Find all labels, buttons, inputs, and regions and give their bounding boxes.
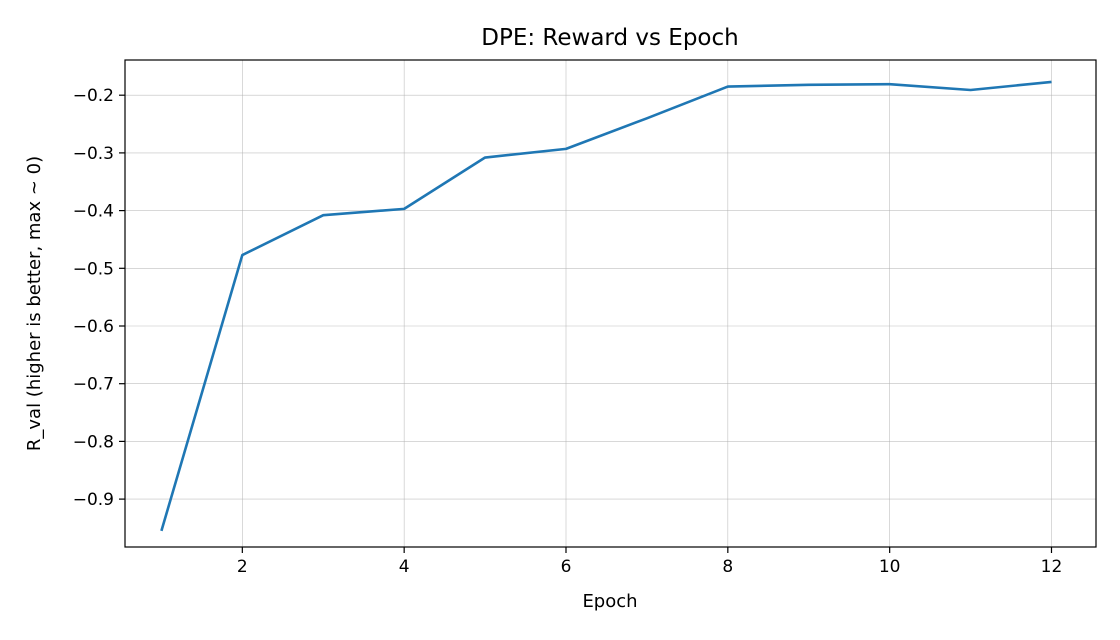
x-tick-label: 4 [399, 557, 410, 577]
x-tick-label: 8 [722, 557, 733, 577]
y-tick-label: −0.4 [73, 202, 114, 222]
plot-frame [124, 59, 1097, 548]
x-tick-label: 10 [879, 557, 901, 577]
chart-title: DPE: Reward vs Epoch [481, 25, 738, 51]
y-axis-label: R_val (higher is better, max ~ 0) [24, 156, 45, 451]
grid-layer [125, 60, 1096, 547]
y-tick-label: −0.3 [73, 144, 114, 164]
ticks-layer: 2 4 6 8 10 12 −0.9 −0.8 −0.7 −0.6 −0.5 −0.4 −0.3 −0.2 [73, 86, 1063, 577]
x-axis-label: Epoch [582, 591, 637, 612]
y-tick-label: −0.5 [73, 259, 114, 279]
y-tick-label: −0.8 [73, 432, 114, 452]
x-tick-label: 2 [237, 557, 248, 577]
series-layer [160, 80, 1052, 532]
y-tick-label: −0.7 [73, 375, 114, 395]
y-tick-label: −0.2 [73, 86, 114, 106]
x-tick-label: 6 [561, 557, 572, 577]
y-tick-label: −0.6 [73, 317, 114, 337]
series-line-0 [160, 80, 1052, 532]
y-tick-label: −0.9 [73, 490, 114, 510]
x-tick-label: 12 [1041, 557, 1063, 577]
